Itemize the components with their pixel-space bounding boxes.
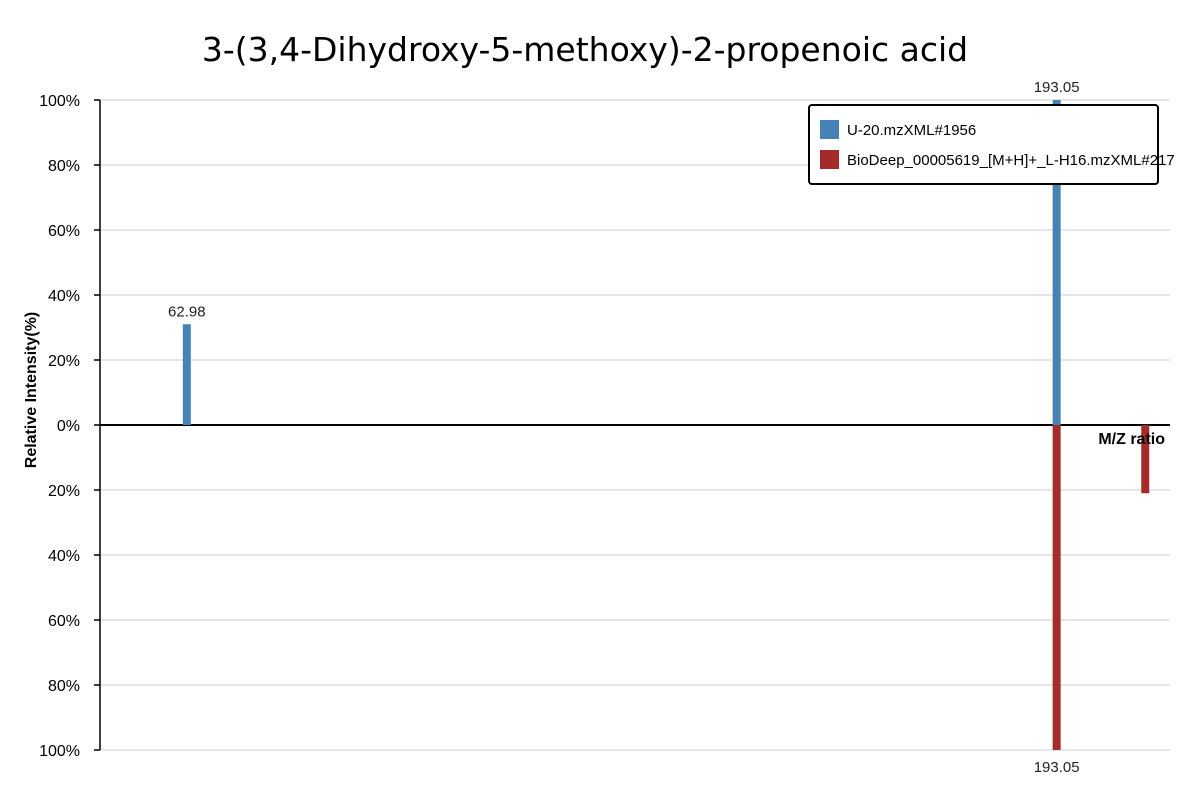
y-tick-label: 60% <box>48 223 80 240</box>
y-tick-label: 20% <box>48 483 80 500</box>
legend-swatch-biodeep <box>820 150 839 169</box>
chart-title: 3-(3,4-Dihydroxy-5-methoxy)-2-propenoic … <box>202 30 968 69</box>
peak-label: 62.98 <box>168 303 206 320</box>
y-tick-label: 40% <box>48 288 80 305</box>
y-tick-label: 20% <box>48 353 80 370</box>
peak-bar-sample <box>182 324 191 425</box>
y-tick-label: 80% <box>48 158 80 175</box>
y-tick-label: 60% <box>48 613 80 630</box>
y-tick-label: 100% <box>39 743 80 760</box>
peak-bar-sample <box>1052 100 1061 425</box>
legend-label-u20: U-20.mzXML#1956 <box>847 122 976 139</box>
legend-swatch-u20 <box>820 120 839 139</box>
legend-label-biodeep: BioDeep_00005619_[M+H]+_L-H16.mzXML#217 <box>847 152 1175 169</box>
legend-box <box>808 104 1159 185</box>
y-axis: 100% 80% 60% 40% 20% 0% 20% 40% 60% 80% 100% <box>39 93 1170 760</box>
y-axis-title: Relative Intensity(%) <box>23 312 40 468</box>
peak-label: 193.05 <box>1034 79 1080 96</box>
peak-label: 193.05 <box>1034 759 1080 776</box>
peak-bar-reference <box>1052 425 1061 750</box>
y-tick-label: 80% <box>48 678 80 695</box>
x-axis-title: M/Z ratio <box>1098 431 1165 448</box>
peak-bar-reference <box>1141 425 1150 494</box>
y-tick-label: 0% <box>57 418 80 435</box>
peak-labels: 62.98 193.05 193.05 <box>168 79 1080 776</box>
y-tick-label: 40% <box>48 548 80 565</box>
legend: U-20.mzXML#1956 BioDeep_00005619_[M+H]+_… <box>808 104 1175 185</box>
peaks <box>182 100 1150 750</box>
y-tick-label: 100% <box>39 93 80 110</box>
